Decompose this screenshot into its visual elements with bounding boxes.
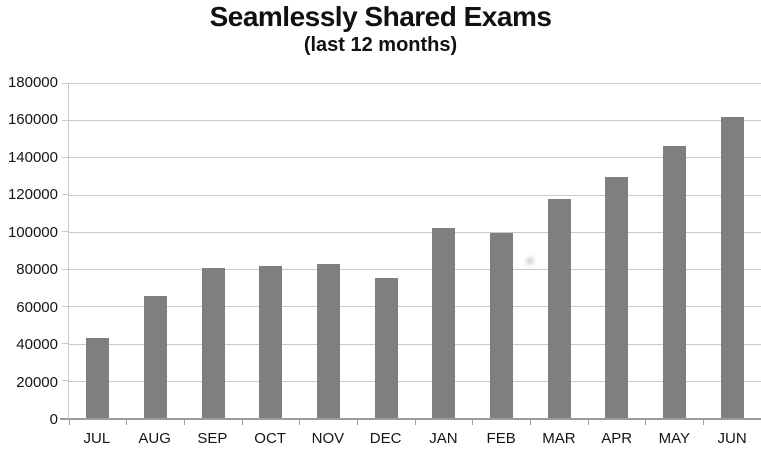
x-axis-label: DEC: [369, 430, 402, 447]
x-axis-tick: [587, 418, 589, 425]
y-axis-label: 160000: [7, 111, 58, 129]
bar-sep: [201, 268, 225, 418]
y-axis-label: 80000: [16, 261, 58, 279]
x-axis-tick: [702, 418, 704, 425]
gridline: [69, 157, 761, 159]
x-axis-tick: [68, 418, 70, 425]
x-axis-label: NOV: [311, 430, 345, 447]
bar-jun: [720, 116, 744, 418]
gridline: [69, 380, 761, 382]
x-axis-label: APR: [601, 430, 633, 447]
bar-may: [663, 146, 686, 418]
gridline: [69, 269, 761, 271]
chart-title: Seamlessly Shared Exams: [209, 1, 552, 32]
smudge-artifact: [523, 254, 537, 268]
chart-subtitle: (last 12 months): [303, 34, 458, 56]
y-axis-tick: [62, 119, 69, 121]
x-axis-tick: [645, 418, 647, 425]
y-axis-tick: [62, 231, 69, 233]
bar-jan: [432, 228, 456, 418]
x-axis-tick: [126, 418, 128, 425]
x-axis-tick: [414, 418, 416, 425]
y-axis-label: 120000: [7, 186, 58, 204]
plot-area: [62, 82, 761, 425]
bar-nov: [317, 264, 340, 418]
x-axis-tick: [529, 418, 531, 425]
gridline: [69, 83, 761, 84]
y-axis-tick: [62, 194, 69, 196]
x-axis-label: MAR: [542, 430, 576, 447]
x-axis-tick: [241, 418, 243, 425]
bar-jul: [86, 337, 110, 418]
x-axis-label: OCT: [254, 430, 286, 447]
x-axis-tick: [472, 418, 474, 425]
x-axis-label: AUG: [138, 430, 171, 447]
bar-oct: [259, 266, 283, 418]
y-axis-tick: [62, 380, 69, 382]
bar-mar: [547, 199, 571, 418]
y-axis-label: 60000: [16, 298, 58, 316]
x-axis-label: JAN: [429, 430, 458, 447]
x-axis-label: JUN: [717, 430, 747, 447]
gridline: [69, 120, 761, 122]
y-axis-labels: 0 20000 40000 60000 80000 100000 120000 140000 1…: [0, 75, 58, 428]
gridline: [69, 231, 761, 233]
y-axis-label: 0: [49, 411, 58, 428]
x-axis-extension: [60, 418, 68, 420]
bar-apr: [605, 177, 629, 418]
y-axis-tick: [62, 343, 69, 345]
y-axis-tick: [62, 305, 69, 307]
x-axis-label: JUL: [83, 430, 111, 447]
y-axis-label: 40000: [16, 336, 58, 354]
x-axis-labels: JUL AUG SEP OCT NOV DEC JAN FEB MAR APR MAY JUN: [68, 430, 761, 450]
y-axis-tick: [62, 156, 69, 158]
x-axis-label: SEP: [197, 430, 228, 447]
x-axis-tick: [299, 418, 301, 425]
y-axis-label: 180000: [7, 74, 58, 91]
gridline: [69, 306, 761, 308]
y-axis-label: 20000: [16, 373, 58, 391]
y-axis-label: 100000: [7, 223, 58, 241]
gridline: [69, 194, 761, 196]
y-axis-tick: [62, 82, 69, 84]
bar-feb: [490, 232, 513, 418]
gridline: [69, 343, 761, 345]
x-axis-label: MAY: [658, 430, 691, 447]
bar-aug: [144, 296, 167, 418]
y-axis-label: 140000: [7, 148, 58, 166]
x-axis-tick: [356, 418, 358, 425]
y-axis-tick: [62, 268, 69, 270]
x-axis-label: FEB: [486, 430, 516, 447]
x-axis-tick: [183, 418, 185, 425]
bar-dec: [374, 277, 398, 418]
